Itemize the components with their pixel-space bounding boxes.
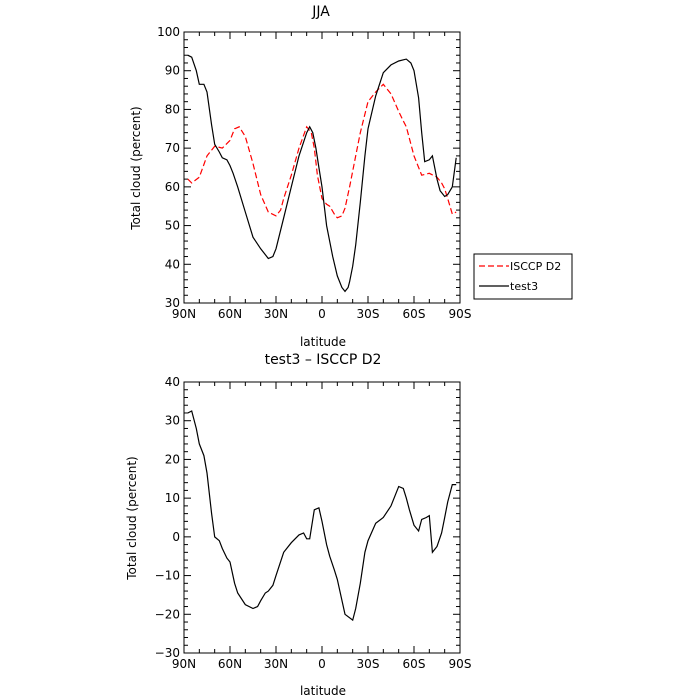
top-x-tick-label: 60N [218,307,242,321]
bottom-x-tick-label: 90N [172,657,196,671]
top-x-tick-label: 0 [318,307,326,321]
bottom-y-tick-label: 0 [172,530,180,544]
legend-box [473,253,573,300]
bottom-panel: test3 – ISCCP D2 90N 60N 30N 0 30S 60S 90S −30 −… [125,352,471,698]
top-y-tick-label: 50 [165,219,180,233]
top-panel: JJA 90N 60N 30N 0 30S 60S 90S 30 40 50 60 70 80 90 100… [129,4,573,349]
top-x-axis-label: latitude [300,335,346,349]
top-y-tick-label: 80 [165,102,180,116]
legend-label-isccp: ISCCP D2 [510,260,561,273]
legend-label-test3: test3 [510,280,538,293]
bottom-y-tick-label: 20 [165,452,180,466]
top-x-tick-label: 90N [172,307,196,321]
top-y-tick-label: 30 [165,296,180,310]
bottom-x-tick-label: 90S [449,657,472,671]
bottom-x-tick-label: 0 [318,657,326,671]
top-series-line-isccp-d2 [187,83,457,219]
bottom-y-tick-label: −30 [155,646,180,660]
bottom-y-tick-label: 30 [165,414,180,428]
bottom-x-tick-label: 30S [357,657,380,671]
bottom-series-line-0 [187,410,457,622]
bottom-y-tick-label: −10 [155,569,180,583]
bottom-x-tick-label: 30N [264,657,288,671]
bottom-y-tick-label: −20 [155,607,180,621]
top-y-tick-label: 100 [157,25,180,39]
top-plot-area: 90N 60N 30N 0 30S 60S 90S 30 40 50 60 70 80 90 100 [157,25,471,321]
bottom-x-tick-label: 60N [218,657,242,671]
top-y-tick-label: 40 [165,257,180,271]
bottom-plot-area: 90N 60N 30N 0 30S 60S 90S −30 −20 −10 0 10 20 30 40 [155,375,472,671]
top-y-axis-label: Total cloud (percent) [129,106,143,230]
top-y-tick-label: 60 [165,180,180,194]
top-x-tick-label: 30N [264,307,288,321]
bottom-y-axis-label: Total cloud (percent) [125,456,139,580]
bottom-plot-frame [183,381,461,654]
bottom-panel-title: test3 – ISCCP D2 [265,352,382,368]
top-y-tick-label: 70 [165,141,180,155]
top-series-line-test3 [187,54,457,293]
bottom-x-tick-label: 60S [403,657,426,671]
bottom-y-tick-label: 40 [165,375,180,389]
bottom-x-axis-label: latitude [300,684,346,698]
top-panel-title: JJA [311,4,330,20]
top-y-tick-label: 90 [165,64,180,78]
top-x-tick-label: 30S [357,307,380,321]
top-x-tick-label: 60S [403,307,426,321]
legend: ISCCP D2 test3 [473,253,573,300]
top-x-tick-label: 90S [449,307,472,321]
bottom-y-tick-label: 10 [165,491,180,505]
